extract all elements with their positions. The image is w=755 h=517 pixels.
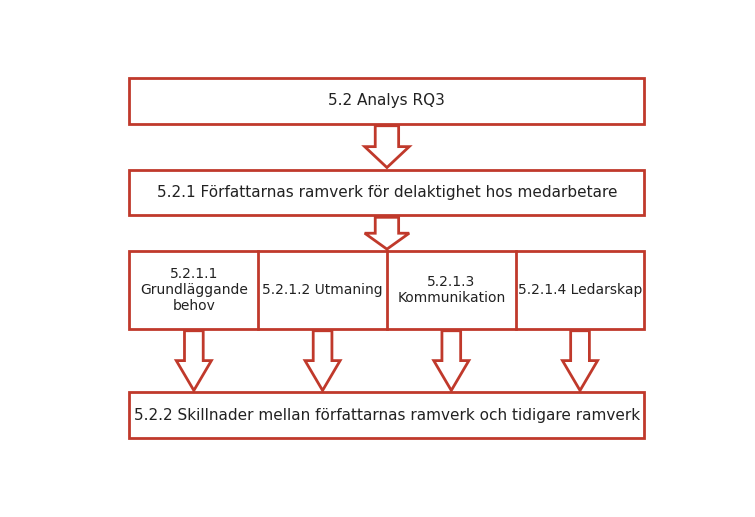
FancyBboxPatch shape (130, 251, 644, 329)
Polygon shape (365, 126, 409, 168)
Polygon shape (305, 331, 341, 390)
FancyBboxPatch shape (130, 392, 644, 438)
Text: 5.2.2 Skillnader mellan författarnas ramverk och tidigare ramverk: 5.2.2 Skillnader mellan författarnas ram… (134, 408, 640, 423)
Polygon shape (176, 331, 211, 390)
FancyBboxPatch shape (130, 170, 644, 215)
Polygon shape (365, 217, 409, 249)
Polygon shape (562, 331, 598, 390)
FancyBboxPatch shape (130, 78, 644, 124)
Text: 5.2.1.3
Kommunikation: 5.2.1.3 Kommunikation (397, 275, 505, 305)
Text: 5.2.1.1
Grundläggande
behov: 5.2.1.1 Grundläggande behov (140, 267, 248, 313)
Text: 5.2 Analys RQ3: 5.2 Analys RQ3 (328, 94, 445, 109)
Polygon shape (433, 331, 469, 390)
Text: 5.2.1.2 Utmaning: 5.2.1.2 Utmaning (262, 283, 383, 297)
Text: 5.2.1.4 Ledarskap: 5.2.1.4 Ledarskap (518, 283, 643, 297)
Text: 5.2.1 Författarnas ramverk för delaktighet hos medarbetare: 5.2.1 Författarnas ramverk för delaktigh… (157, 185, 617, 200)
